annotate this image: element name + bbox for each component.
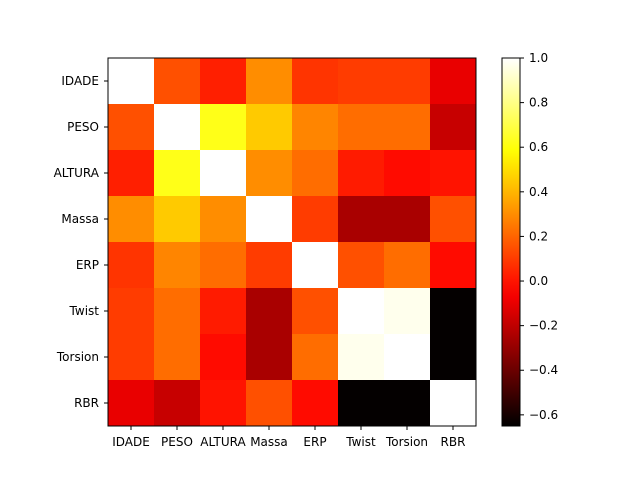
y-tick-label: ALTURA — [54, 166, 100, 180]
y-tick-label: Massa — [61, 212, 99, 226]
x-tick-label: ERP — [303, 435, 326, 449]
heatmap-cell-peso-erp — [292, 104, 339, 151]
heatmap-cell-erp-idade — [108, 242, 155, 289]
heatmap-cell-altura-erp — [292, 150, 339, 197]
heatmap-cell-rbr-torsion — [384, 380, 431, 427]
y-tick-label: Twist — [69, 304, 100, 318]
plot-frame — [107, 57, 477, 427]
heatmap-cell-massa-erp — [292, 196, 339, 243]
x-tick-label: PESO — [161, 435, 193, 449]
heatmap-cell-erp-erp — [292, 242, 339, 289]
heatmap-cell-idade-twist — [338, 58, 385, 105]
heatmap-cell-erp-torsion — [384, 242, 431, 289]
heatmap-cell-rbr-rbr — [430, 380, 477, 427]
heatmap-cell-peso-twist — [338, 104, 385, 151]
heatmap-cell-altura-peso — [154, 150, 201, 197]
colorbar-tick-label: −0.6 — [529, 408, 558, 422]
x-axis: IDADE PESO ALTURA Massa ERP Twist Torsion RBR — [112, 426, 465, 449]
heatmap-cell-torsion-altura — [200, 334, 247, 381]
colorbar-axis: 1.0 0.8 0.6 0.4 0.2 0.0 −0.2 −0.4 −0.6 — [520, 51, 558, 422]
x-tick-label: Massa — [250, 435, 288, 449]
heatmap-cell-idade-peso — [154, 58, 201, 105]
heatmap-cell-altura-torsion — [384, 150, 431, 197]
heatmap-cells — [108, 58, 477, 427]
heatmap-cell-rbr-idade — [108, 380, 155, 427]
heatmap-cell-torsion-torsion — [384, 334, 431, 381]
heatmap-cell-altura-rbr — [430, 150, 477, 197]
heatmap-cell-massa-altura — [200, 196, 247, 243]
heatmap-cell-rbr-massa — [246, 380, 293, 427]
heatmap-cell-massa-torsion — [384, 196, 431, 243]
heatmap-cell-idade-idade — [108, 58, 155, 105]
x-tick-label: RBR — [441, 435, 466, 449]
heatmap-cell-torsion-idade — [108, 334, 155, 381]
heatmap-cell-peso-idade — [108, 104, 155, 151]
heatmap-cell-rbr-altura — [200, 380, 247, 427]
heatmap-cell-idade-torsion — [384, 58, 431, 105]
heatmap-cell-erp-massa — [246, 242, 293, 289]
heatmap-cell-idade-erp — [292, 58, 339, 105]
heatmap-cell-altura-altura — [200, 150, 247, 197]
heatmap-cell-erp-peso — [154, 242, 201, 289]
heatmap-cell-twist-twist — [338, 288, 385, 335]
colorbar-tick-label: −0.2 — [529, 319, 558, 333]
heatmap-cell-peso-peso — [154, 104, 201, 151]
heatmap-cell-torsion-erp — [292, 334, 339, 381]
colorbar-tick-label: 0.2 — [529, 229, 548, 243]
colorbar-tick-label: 0.8 — [529, 96, 548, 110]
heatmap-cell-altura-idade — [108, 150, 155, 197]
colorbar-tick-label: 1.0 — [529, 51, 548, 65]
heatmap-cell-idade-rbr — [430, 58, 477, 105]
heatmap-cell-massa-peso — [154, 196, 201, 243]
heatmap-cell-massa-rbr — [430, 196, 477, 243]
heatmap-cell-torsion-massa — [246, 334, 293, 381]
heatmap-cell-torsion-rbr — [430, 334, 477, 381]
y-tick-label: IDADE — [61, 74, 99, 88]
heatmap-cell-massa-idade — [108, 196, 155, 243]
colorbar — [501, 57, 521, 427]
heatmap-cell-peso-torsion — [384, 104, 431, 151]
heatmap-cell-twist-rbr — [430, 288, 477, 335]
heatmap-cell-erp-twist — [338, 242, 385, 289]
colorbar-tick-label: −0.4 — [529, 363, 558, 377]
x-tick-label: Torsion — [385, 435, 428, 449]
colorbar-tick-label: 0.0 — [529, 274, 548, 288]
heatmap-cell-erp-rbr — [430, 242, 477, 289]
heatmap-cell-idade-altura — [200, 58, 247, 105]
heatmap-cell-erp-altura — [200, 242, 247, 289]
heatmap-cell-twist-massa — [246, 288, 293, 335]
heatmap-cell-idade-massa — [246, 58, 293, 105]
heatmap-cell-twist-peso — [154, 288, 201, 335]
heatmap-cell-torsion-twist — [338, 334, 385, 381]
heatmap-cell-peso-massa — [246, 104, 293, 151]
heatmap-cell-twist-erp — [292, 288, 339, 335]
heatmap-cell-rbr-erp — [292, 380, 339, 427]
heatmap-cell-massa-massa — [246, 196, 293, 243]
heatmap-cell-peso-rbr — [430, 104, 477, 151]
heatmap-cell-massa-twist — [338, 196, 385, 243]
x-tick-label: ALTURA — [200, 435, 246, 449]
heatmap-cell-altura-twist — [338, 150, 385, 197]
heatmap-cell-twist-altura — [200, 288, 247, 335]
heatmap-cell-twist-torsion — [384, 288, 431, 335]
y-axis: IDADE PESO ALTURA Massa ERP Twist Torsion RBR — [54, 74, 108, 410]
heatmap-cell-rbr-peso — [154, 380, 201, 427]
heatmap-cell-rbr-twist — [338, 380, 385, 427]
heatmap-cell-torsion-peso — [154, 334, 201, 381]
y-tick-label: ERP — [76, 258, 99, 272]
heatmap-cell-peso-altura — [200, 104, 247, 151]
heatmap-cell-twist-idade — [108, 288, 155, 335]
y-tick-label: RBR — [74, 396, 99, 410]
y-tick-label: Torsion — [56, 350, 99, 364]
y-tick-label: PESO — [67, 120, 99, 134]
colorbar-tick-label: 0.4 — [529, 185, 548, 199]
x-tick-label: Twist — [345, 435, 376, 449]
heatmap-cell-altura-massa — [246, 150, 293, 197]
colorbar-tick-label: 0.6 — [529, 140, 548, 154]
x-tick-label: IDADE — [112, 435, 150, 449]
